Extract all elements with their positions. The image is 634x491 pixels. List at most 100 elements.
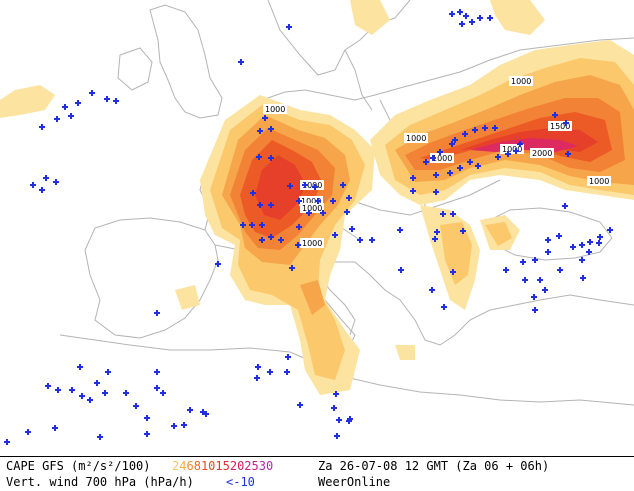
cape-scale-value: 15 xyxy=(215,459,230,473)
plus-marker xyxy=(517,141,523,147)
plus-marker xyxy=(532,307,538,313)
plus-marker xyxy=(295,242,301,248)
plus-marker xyxy=(238,59,244,65)
plus-marker xyxy=(113,98,119,104)
plus-marker xyxy=(259,237,265,243)
plus-marker xyxy=(267,369,273,375)
svg-text:1000: 1000 xyxy=(265,105,285,114)
cape-color-scale: 24681015202530 xyxy=(172,459,273,473)
plus-marker xyxy=(268,155,274,161)
plus-marker xyxy=(349,226,355,232)
plus-marker xyxy=(53,179,59,185)
plus-marker xyxy=(398,267,404,273)
date-label: Za 26-07-08 12 GMT (Za 06 + 06h) xyxy=(318,459,550,473)
plus-marker xyxy=(54,116,60,122)
plus-marker xyxy=(477,15,483,21)
svg-text:1500: 1500 xyxy=(550,122,570,131)
plus-marker xyxy=(557,267,563,273)
contour-label: 1000 xyxy=(500,144,524,154)
plus-marker xyxy=(333,391,339,397)
plus-marker xyxy=(556,233,562,239)
cape-scale-value: 30 xyxy=(258,459,274,473)
plus-marker xyxy=(542,287,548,293)
plus-marker xyxy=(89,90,95,96)
contour-label: 1000 xyxy=(263,104,287,114)
plus-marker xyxy=(268,126,274,132)
plus-marker xyxy=(268,202,274,208)
plus-marker xyxy=(433,172,439,178)
plus-marker xyxy=(4,439,10,445)
plus-marker xyxy=(503,267,509,273)
svg-text:1000: 1000 xyxy=(301,197,321,206)
plus-marker xyxy=(492,125,498,131)
plus-marker xyxy=(154,369,160,375)
svg-text:1000: 1000 xyxy=(502,145,522,154)
plus-marker xyxy=(284,369,290,375)
plus-marker xyxy=(563,120,569,126)
plus-marker xyxy=(437,149,443,155)
plus-marker xyxy=(410,188,416,194)
plus-marker xyxy=(430,155,436,161)
plus-marker xyxy=(240,222,246,228)
plus-marker xyxy=(278,237,284,243)
plus-marker xyxy=(133,403,139,409)
plus-marker xyxy=(537,277,543,283)
plus-marker xyxy=(452,137,458,143)
plus-marker xyxy=(25,429,31,435)
svg-text:1000: 1000 xyxy=(432,154,452,163)
plus-marker xyxy=(346,195,352,201)
plus-marker xyxy=(75,100,81,106)
plus-marker xyxy=(433,189,439,195)
plus-marker xyxy=(597,234,603,240)
plus-marker xyxy=(297,402,303,408)
plus-marker xyxy=(334,433,340,439)
plus-marker xyxy=(296,198,302,204)
plus-marker xyxy=(52,425,58,431)
plus-marker xyxy=(289,265,295,271)
cape-scale-value: 6 xyxy=(186,459,194,473)
plus-marker xyxy=(69,387,75,393)
plus-marker xyxy=(463,13,469,19)
plus-marker xyxy=(513,148,519,154)
plus-marker xyxy=(287,183,293,189)
cape-scale-value: 25 xyxy=(244,459,259,473)
contour-label: 1000 xyxy=(299,196,323,206)
plus-marker xyxy=(432,236,438,242)
plus-marker xyxy=(449,11,455,17)
plus-marker xyxy=(505,151,511,157)
contour-label: 1500 xyxy=(548,121,572,131)
plus-marker xyxy=(97,434,103,440)
plus-marker xyxy=(565,151,571,157)
plus-marker xyxy=(472,127,478,133)
cape-scale-value: 20 xyxy=(229,459,245,473)
plus-marker xyxy=(397,227,403,233)
plus-marker xyxy=(522,277,528,283)
plus-marker xyxy=(257,202,263,208)
plus-marker xyxy=(357,237,363,243)
svg-text:1000: 1000 xyxy=(406,134,426,143)
plus-marker xyxy=(441,304,447,310)
plus-marker xyxy=(160,390,166,396)
plus-marker xyxy=(545,249,551,255)
plus-marker xyxy=(77,364,83,370)
contour-label: 2000 xyxy=(530,148,554,158)
contour-label: 1000 xyxy=(300,238,324,248)
plus-marker xyxy=(462,131,468,137)
contour-label: 1000 xyxy=(509,76,533,86)
plus-marker xyxy=(459,21,465,27)
plus-marker xyxy=(586,249,592,255)
plus-marker xyxy=(87,397,93,403)
plus-marker xyxy=(447,170,453,176)
plus-marker xyxy=(154,310,160,316)
plus-marker xyxy=(434,229,440,235)
plus-marker xyxy=(596,240,602,246)
plus-marker xyxy=(286,24,292,30)
plus-marker xyxy=(255,364,261,370)
plus-marker xyxy=(332,232,338,238)
plus-marker xyxy=(531,294,537,300)
plus-marker xyxy=(410,175,416,181)
plus-marker xyxy=(30,182,36,188)
plus-marker xyxy=(256,154,262,160)
plus-marker xyxy=(254,375,260,381)
svg-text:2000: 2000 xyxy=(532,149,552,158)
